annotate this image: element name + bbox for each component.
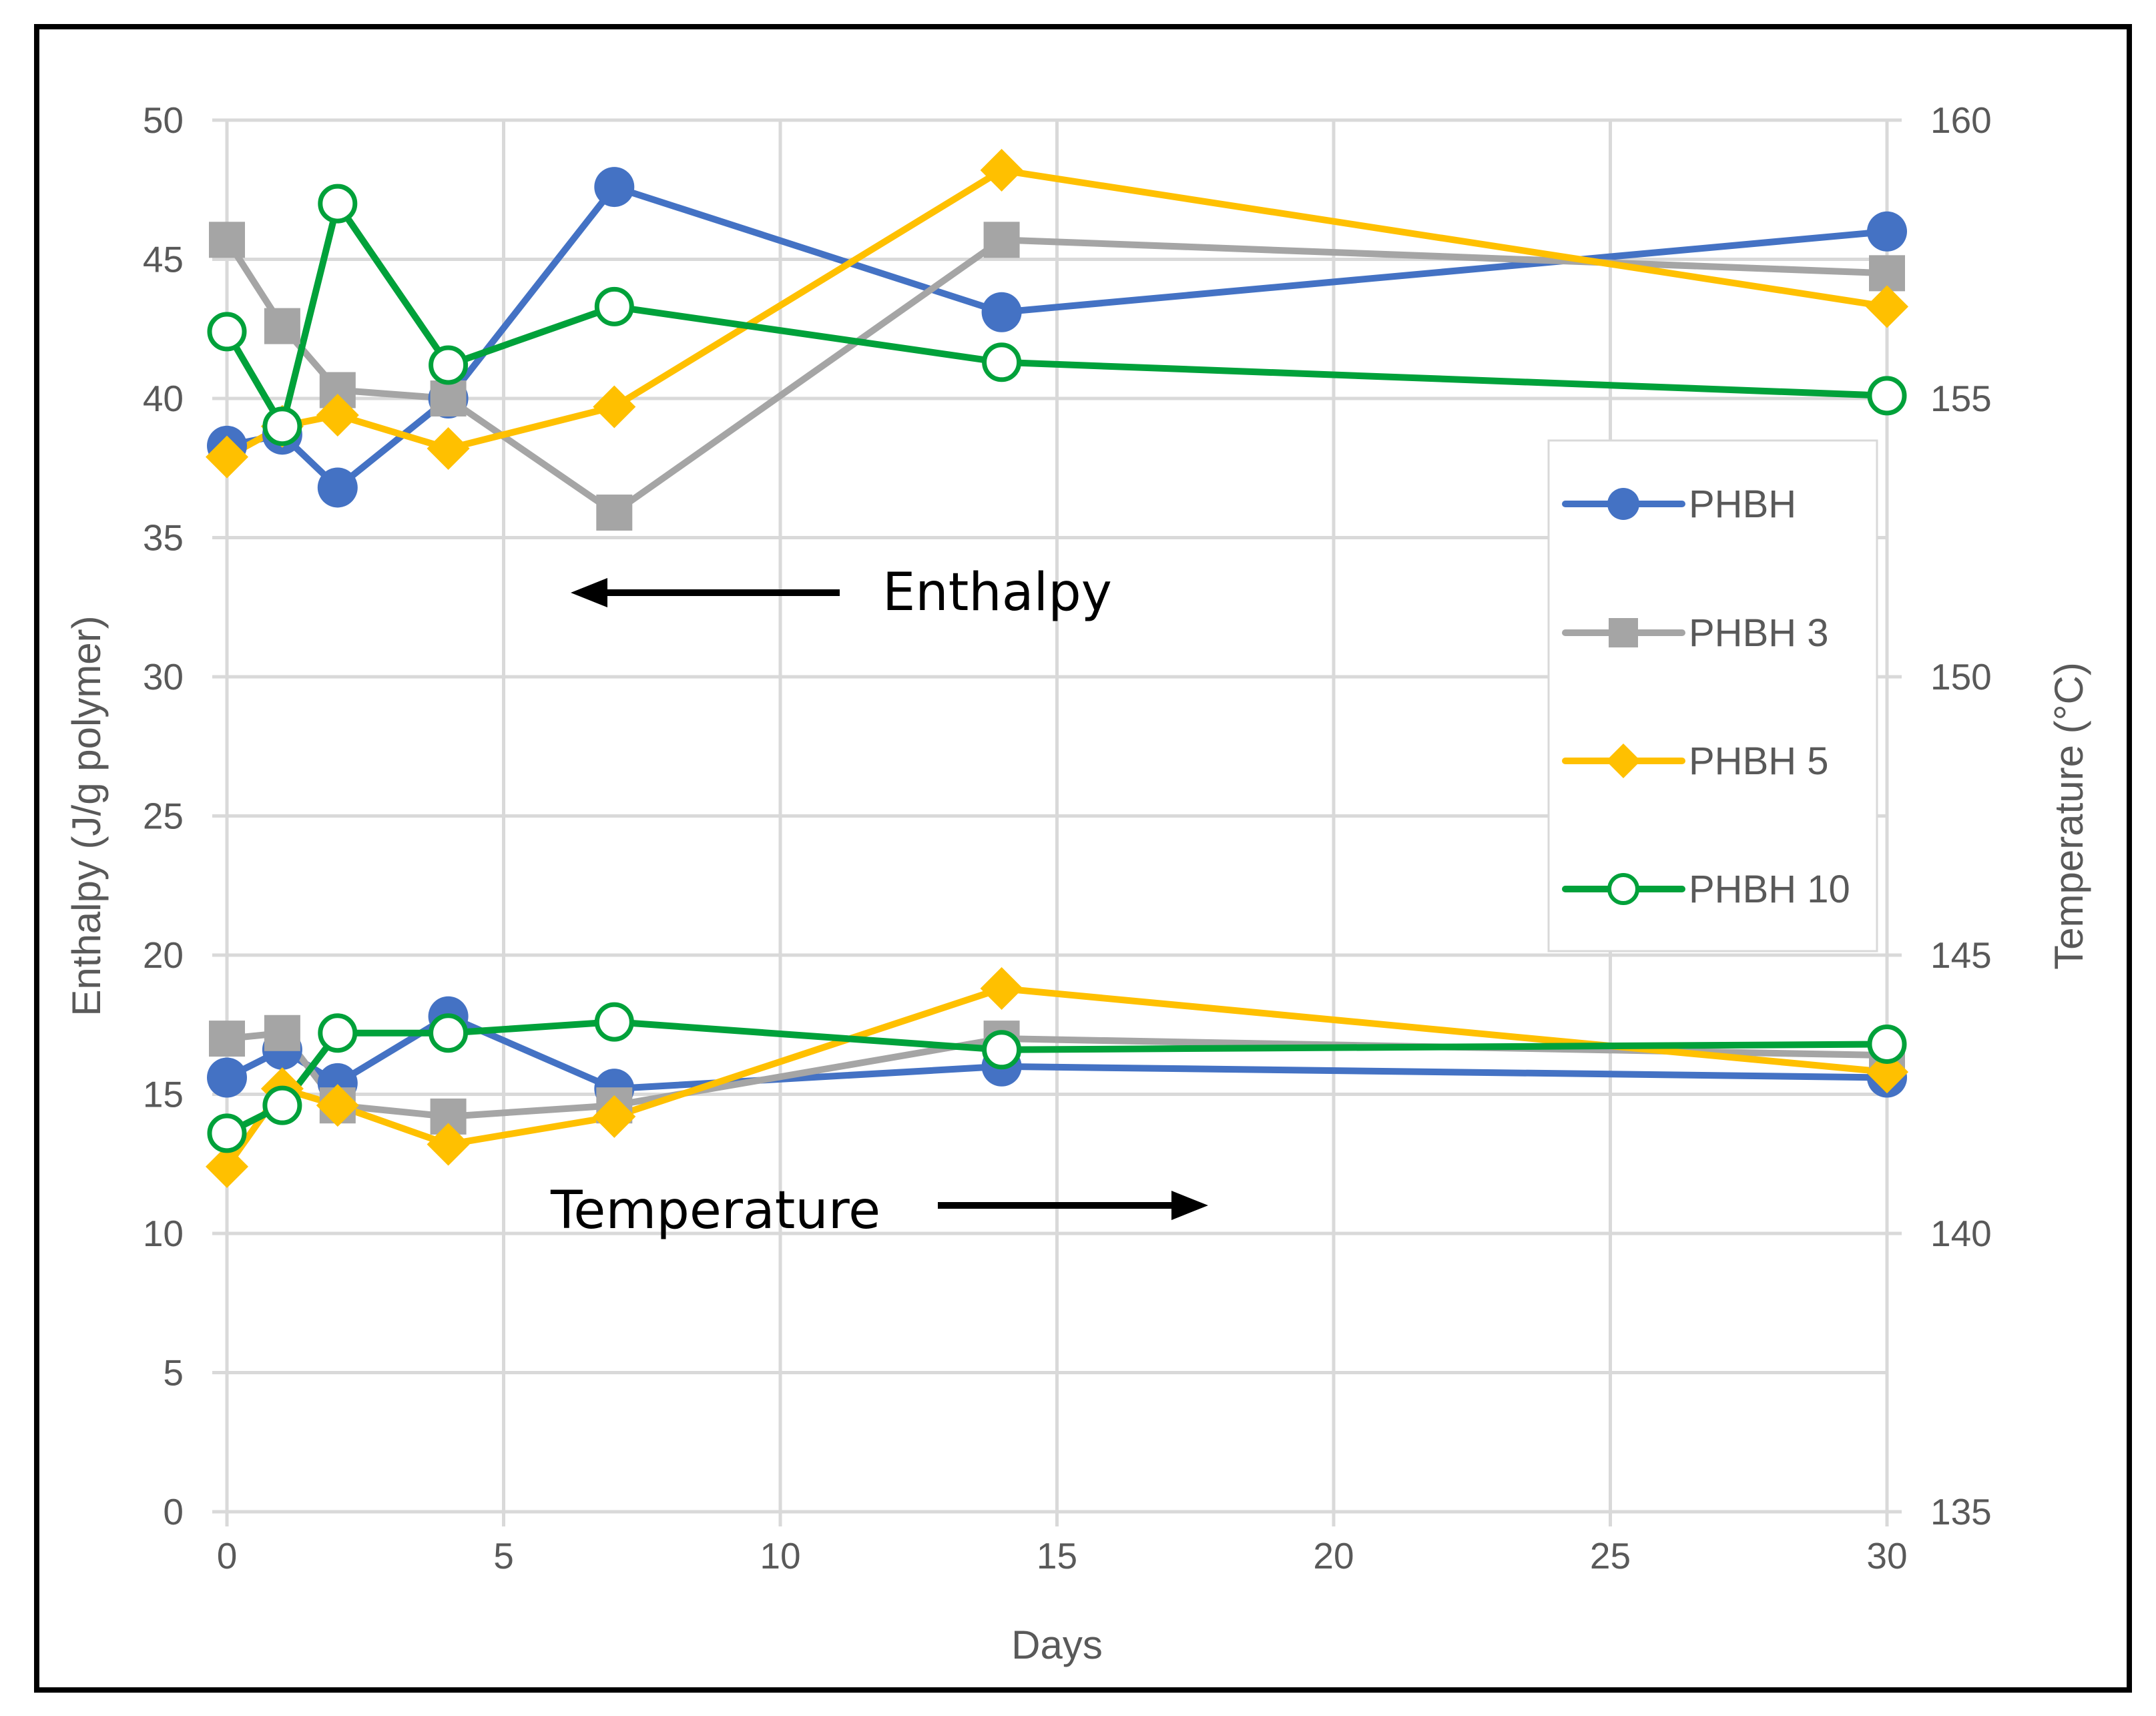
phbh-3-enthalpy-point xyxy=(983,222,1020,258)
phbh-10-enthalpy-point xyxy=(207,312,247,352)
phbh-10-temperature-point xyxy=(429,1013,469,1053)
phbh-10-temperature-point xyxy=(262,1085,302,1125)
data-series xyxy=(206,149,1908,1188)
right-y-tick-label: 135 xyxy=(1930,1491,1992,1532)
legend: PHBH PHBH 3 PHBH 5 PHBH 10 xyxy=(1547,439,1878,952)
left-y-tick-label: 25 xyxy=(143,796,184,837)
phbh-10-enthalpy-point xyxy=(982,342,1022,382)
legend-phbh-10-marker xyxy=(1607,873,1639,905)
phbh-enthalpy-point xyxy=(594,167,635,208)
legend-phbh-3-label: PHBH 3 xyxy=(1689,611,1829,655)
phbh-5-enthalpy-point xyxy=(593,385,636,428)
phbh-3-enthalpy-point xyxy=(596,494,633,531)
left-y-tick-label: 40 xyxy=(143,378,184,419)
phbh-3-enthalpy-point xyxy=(264,308,300,344)
x-tick-label: 0 xyxy=(217,1535,238,1577)
phbh-enthalpy-point xyxy=(981,292,1022,332)
phbh-5-enthalpy-point xyxy=(316,394,359,437)
legend-phbh-5-marker xyxy=(1606,744,1641,778)
phbh-5-enthalpy-point xyxy=(980,149,1023,192)
annotations: Enthalpy Temperature xyxy=(550,563,1208,1241)
legend-box xyxy=(1547,439,1878,952)
phbh-5-temperature-point xyxy=(427,1123,470,1166)
phbh-3-enthalpy-point xyxy=(1869,255,1905,292)
phbh-5-temperature-point xyxy=(316,1084,359,1127)
phbh-10-temperature-point xyxy=(318,1013,358,1053)
legend-phbh-label: PHBH xyxy=(1689,483,1796,526)
x-tick-label: 25 xyxy=(1590,1535,1631,1577)
phbh-temperature-point xyxy=(207,1057,247,1098)
left-y-tick-label: 5 xyxy=(163,1352,184,1394)
x-tick-label: 15 xyxy=(1037,1535,1077,1577)
x-tick-label: 10 xyxy=(760,1535,800,1577)
right-y-tick-label: 160 xyxy=(1930,99,1992,141)
phbh-10-temperature-point xyxy=(594,1002,634,1042)
phbh-5-temperature-point xyxy=(1866,1051,1908,1094)
legend-phbh-10-label: PHBH 10 xyxy=(1689,868,1850,911)
phbh-10-enthalpy-point xyxy=(429,345,469,385)
phbh-10-enthalpy-point xyxy=(1867,376,1907,416)
phbh-5-temperature-point xyxy=(206,1145,248,1188)
left-y-tick-label: 15 xyxy=(143,1074,184,1115)
phbh-10-temperature-point xyxy=(982,1030,1022,1070)
left-y-tick-label: 50 xyxy=(143,99,184,141)
phbh-3-temperature-point xyxy=(209,1021,245,1057)
left-y-tick-label: 0 xyxy=(163,1491,184,1532)
legend-phbh-5-label: PHBH 5 xyxy=(1689,740,1829,783)
legend-phbh-marker xyxy=(1607,488,1639,520)
phbh-3-enthalpy-point xyxy=(430,380,467,416)
left-y-tick-label: 35 xyxy=(143,517,184,559)
left-y-axis-title: Enthalpy (J/g polymer) xyxy=(64,615,109,1016)
temperature-annotation: Temperature xyxy=(550,1181,880,1241)
axes: 0 5 10 15 20 25 30 35 40 45 50 135 140 145 150 155 160 0 5… xyxy=(64,99,2091,1667)
right-y-tick-label: 140 xyxy=(1930,1213,1992,1254)
right-y-tick-label: 155 xyxy=(1930,378,1992,419)
left-y-tick-label: 45 xyxy=(143,239,184,280)
legend-phbh-3-marker xyxy=(1609,618,1638,647)
phbh-5-temperature-point xyxy=(593,1095,636,1138)
phbh-5-enthalpy-point xyxy=(206,435,248,479)
left-y-tick-label: 10 xyxy=(143,1213,184,1254)
phbh-10-temperature-point xyxy=(207,1113,247,1153)
x-tick-label: 5 xyxy=(493,1535,514,1577)
phbh-5-enthalpy-point xyxy=(427,427,470,471)
x-tick-label: 20 xyxy=(1313,1535,1354,1577)
phbh-10-enthalpy-point xyxy=(318,184,358,224)
phbh-enthalpy-point xyxy=(317,467,358,508)
phbh-5-temperature-point xyxy=(980,967,1023,1011)
x-tick-label: 30 xyxy=(1866,1535,1907,1577)
phbh-10-temperature-point xyxy=(1867,1024,1907,1064)
phbh-3-temperature-point xyxy=(264,1015,300,1051)
temperature-arrowhead xyxy=(1171,1191,1208,1220)
phbh-5-enthalpy-point xyxy=(1866,285,1908,328)
enthalpy-arrowhead xyxy=(571,578,607,607)
phbh-10-enthalpy-point xyxy=(594,286,634,326)
right-y-tick-label: 150 xyxy=(1930,656,1992,697)
right-y-axis-title: Temperature (°C) xyxy=(2047,662,2091,970)
enthalpy-annotation: Enthalpy xyxy=(882,563,1112,623)
right-y-tick-label: 145 xyxy=(1930,934,1992,976)
phbh-enthalpy-point xyxy=(1867,211,1907,252)
left-y-tick-label: 20 xyxy=(143,934,184,976)
x-axis-title: Days xyxy=(1011,1623,1103,1667)
phbh-3-enthalpy-point xyxy=(209,222,245,258)
left-y-tick-label: 30 xyxy=(143,656,184,697)
phbh-10-enthalpy-point xyxy=(262,406,302,447)
